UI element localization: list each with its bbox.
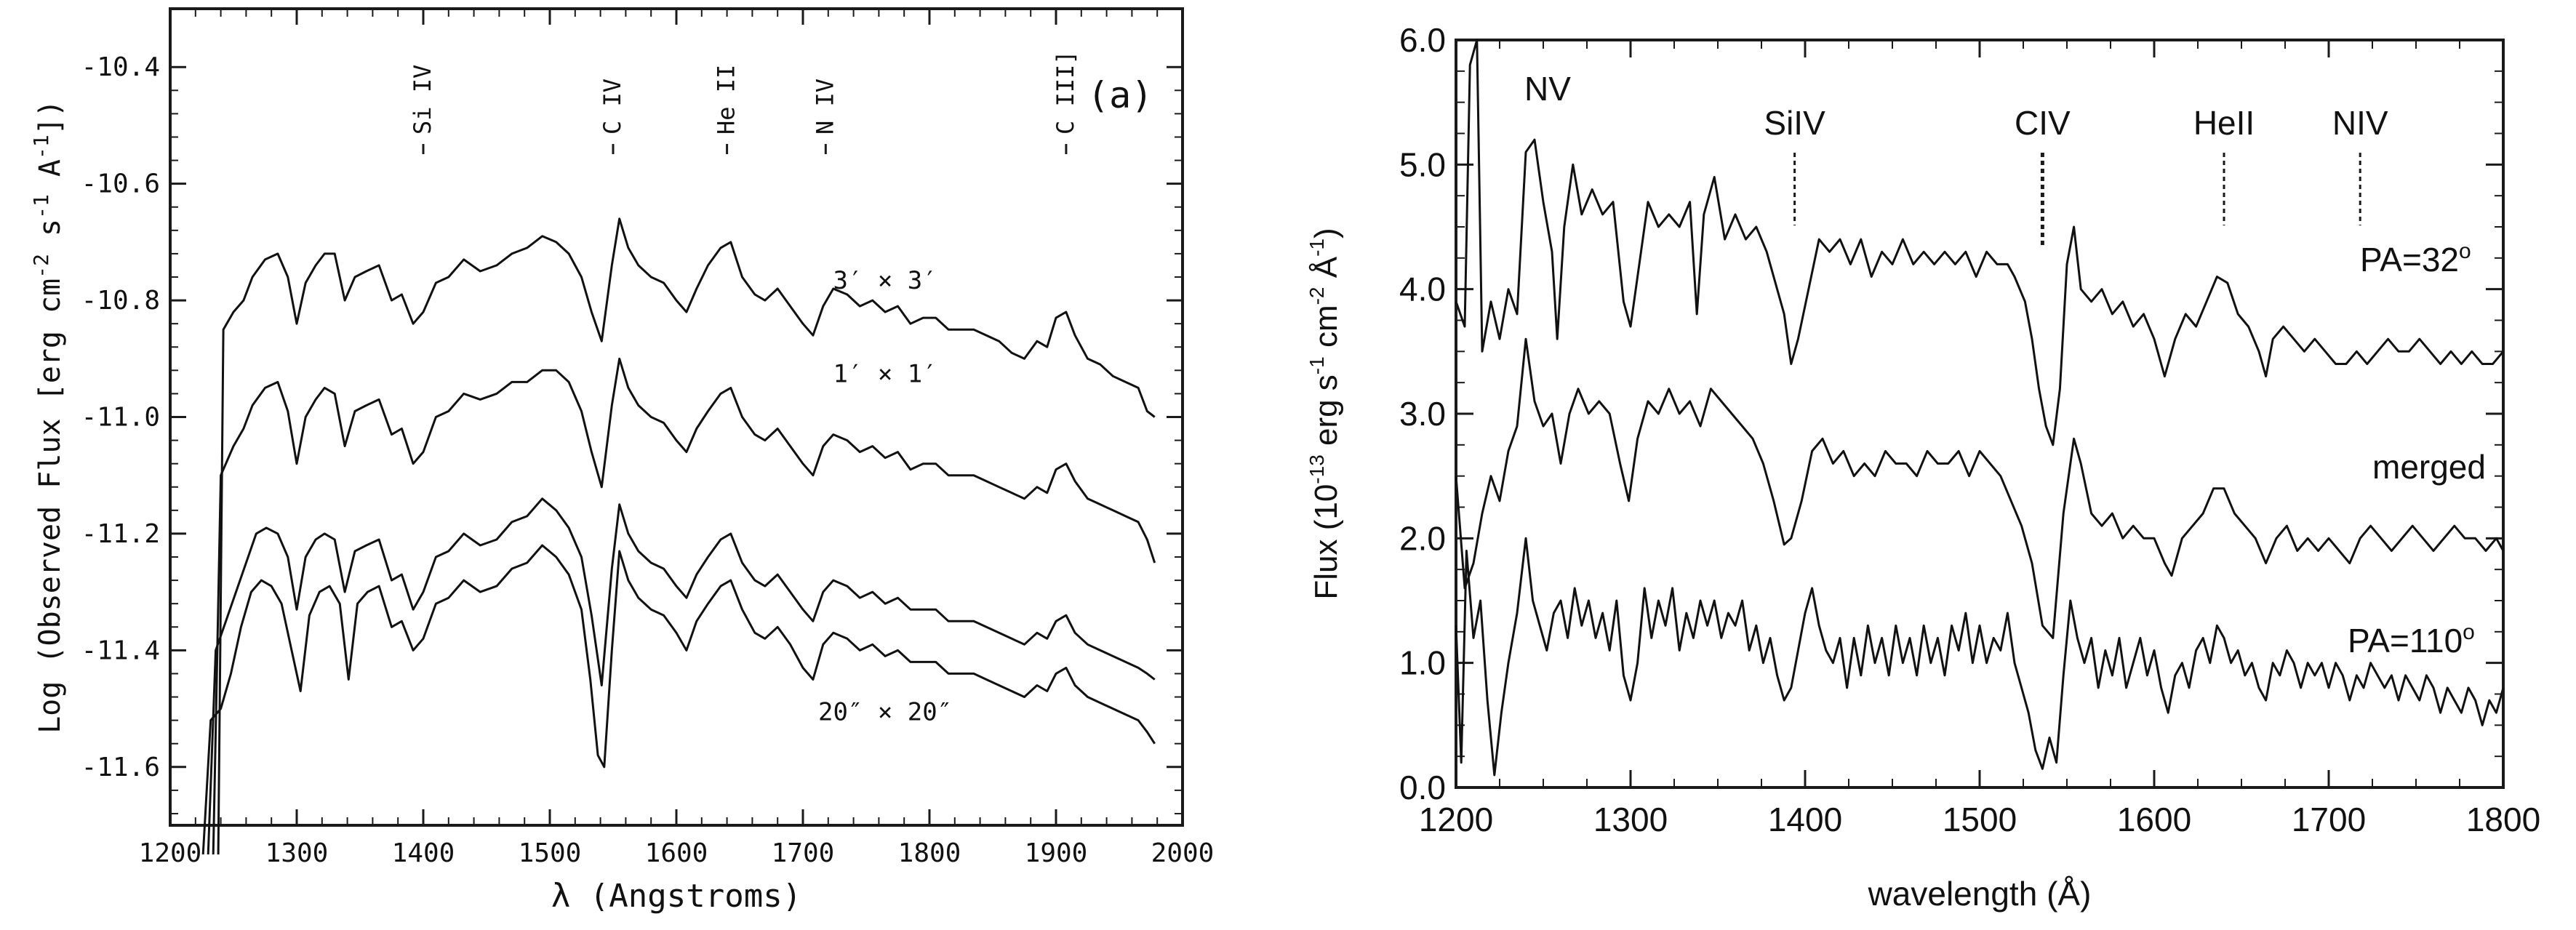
panel-b-line-label: CIV: [2015, 104, 2071, 142]
panel-a-x-ticks: 1200 1300 1400 1500 1600 1700 1800 1900 2000: [139, 9, 1215, 868]
panel-b-ylabel-part: cm: [1308, 305, 1344, 356]
panel-a-x-tick-label: 1800: [898, 838, 961, 868]
pa110-label: PA=110o: [2348, 620, 2475, 660]
panel-a-x-axis-label: λ (Angstroms): [551, 878, 801, 915]
panel-a-series-label: 20″ × 20″: [818, 698, 952, 727]
panel-a-line-label: He II: [713, 65, 740, 135]
panel-b-y-tick-label: 0.0: [1399, 769, 1446, 806]
panel-b-x-ticks: 1200 1300 1400 1500 1600 1700 1800: [1419, 40, 2540, 838]
panel-a-spectrum-line: [212, 357, 1156, 855]
panel-a-line-label: N IV: [811, 79, 839, 135]
panel-a-x-tick-label: 1200: [139, 838, 202, 868]
panel-b-x-tick-label: 1300: [1593, 801, 1668, 838]
panel-a-spectra: [201, 217, 1156, 855]
panel-a-y-tick-label: -11.6: [81, 753, 160, 782]
panel-a-line-label: C III]: [1052, 50, 1079, 135]
panel-a-ylabel-sup: -2: [29, 254, 53, 278]
pa32-degree: o: [2459, 239, 2471, 263]
panel-a-y-ticks: -10.4 -10.6 -10.8 -11.0 -11.2 -11.4 -11.6: [81, 52, 1183, 814]
panel-a-ylabel-part: s: [33, 219, 67, 254]
pa110-text: PA=110: [2348, 622, 2463, 660]
panel-b-line-label: NV: [1524, 70, 1571, 108]
panel-a-x-tick-label: 1500: [519, 838, 582, 868]
panel-a-y-tick-label: -11.2: [81, 519, 160, 549]
panel-b-spectrum-line: [1455, 337, 2505, 639]
panel-b-spectrum-line: [1455, 537, 2505, 777]
panel-a-series-label: 3′ × 3′: [833, 266, 937, 295]
panel-a-spectrum-line: [201, 544, 1156, 855]
panel-b-x-axis-label: wavelength (Å): [1868, 875, 2092, 913]
panel-b-line-label: SiIV: [1764, 104, 1825, 142]
panel-b-ylabel-sup: -13: [1305, 454, 1328, 484]
panel-b-x-tick-label: 1500: [1943, 801, 2017, 838]
panel-a-series-labels: 3′ × 3′ 1′ × 1′ 20″ × 20″: [818, 266, 952, 727]
panel-b-y-tick-label: 2.0: [1399, 519, 1446, 557]
panel-b-line-label: HeII: [2193, 104, 2255, 142]
panel-b-x-tick-label: 1200: [1419, 801, 1493, 838]
panel-b-line-markers: NV SiIV CIV HeII NIV: [1524, 70, 2388, 247]
panel-a-ylabel-part: ]): [33, 100, 67, 135]
merged-label: merged: [2372, 448, 2486, 486]
panel-a-x-tick-label: 1600: [645, 838, 708, 868]
panel-a-ylabel-sup: -1: [29, 194, 53, 219]
panel-b-y-tick-label: 4.0: [1399, 270, 1446, 308]
panel-b-line-label: NIV: [2332, 104, 2388, 142]
panel-b-x-tick-label: 1600: [2117, 801, 2191, 838]
panel-b-y-axis-label: Flux (10-13 erg s-1 cm-2 Å-1): [1305, 228, 1344, 599]
panel-a-line-markers: Si IV C IV He II N IV C III]: [409, 50, 1079, 154]
panel-b-ylabel-part: Å: [1308, 256, 1344, 286]
pa32-text: PA=32: [2360, 241, 2459, 278]
panel-b-ylabel-part: ): [1308, 228, 1344, 238]
panel-a-y-tick-label: -11.0: [81, 403, 160, 433]
panel-a-ylabel-part: Log (Observed Flux [erg cm: [33, 278, 67, 734]
panel-b-x-tick-label: 1800: [2466, 801, 2540, 838]
panel-b-y-ticks: 0.0 1.0 2.0 3.0 4.0 5.0 6.0: [1399, 21, 2503, 806]
panel-b-y-tick-label: 5.0: [1399, 145, 1446, 183]
panel-a-y-tick-label: -10.6: [81, 169, 160, 199]
panel-b-y-tick-label: 1.0: [1399, 644, 1446, 682]
panel-b-ylabel-sup: -1: [1305, 238, 1328, 257]
panel-b-spectrum-line: [1455, 39, 2505, 446]
pa32-label: PA=32o: [2360, 239, 2471, 278]
panel-b-y-tick-label: 3.0: [1399, 395, 1446, 433]
panel-a-y-tick-label: -11.4: [81, 636, 160, 665]
panel-b: 1200 1300 1400 1500 1600 1700 1800 0.0 1.0 2.0 3.…: [1305, 21, 2540, 913]
panel-a-x-tick-label: 1400: [392, 838, 455, 868]
panel-a-line-label: C IV: [599, 79, 626, 135]
panel-a-x-tick-label: 2000: [1151, 838, 1215, 868]
panel-a-label: (a): [1087, 74, 1153, 116]
panel-a-x-tick-label: 1700: [772, 838, 835, 868]
panel-a-y-tick-label: -10.8: [81, 286, 160, 316]
panel-a-spectrum-line: [207, 497, 1156, 855]
panel-b-ylabel-sup: -2: [1305, 286, 1328, 305]
panel-b-ylabel-part: erg s: [1308, 374, 1344, 454]
panel-a-frame: [169, 7, 1184, 827]
panel-a-series-label: 1′ × 1′: [833, 359, 937, 388]
panel-b-ylabel-part: Flux (10: [1308, 484, 1344, 600]
panel-a: 1200 1300 1400 1500 1600 1700 1800 1900 2000 -10…: [29, 7, 1215, 915]
panel-a-y-axis-label: Log (Observed Flux [erg cm-2 s-1 A-1]): [29, 100, 67, 734]
panel-a-ylabel-sup: -1: [29, 135, 53, 159]
panel-a-y-tick-label: -10.4: [81, 52, 160, 82]
panel-a-x-tick-label: 1300: [265, 838, 329, 868]
panel-a-x-tick-label: 1900: [1025, 838, 1088, 868]
panel-a-line-label: Si IV: [409, 65, 436, 135]
panel-a-spectrum-line: [217, 217, 1156, 855]
panel-b-frame: [1455, 39, 2505, 789]
panel-b-y-tick-label: 6.0: [1399, 21, 1446, 59]
panel-b-x-tick-label: 1700: [2292, 801, 2366, 838]
panel-b-ylabel-sup: -1: [1305, 356, 1328, 374]
pa110-degree: o: [2463, 620, 2475, 644]
panel-a-ylabel-part: A: [33, 159, 67, 194]
panel-b-x-tick-label: 1400: [1768, 801, 1842, 838]
panel-b-spectra: [1455, 39, 2505, 777]
